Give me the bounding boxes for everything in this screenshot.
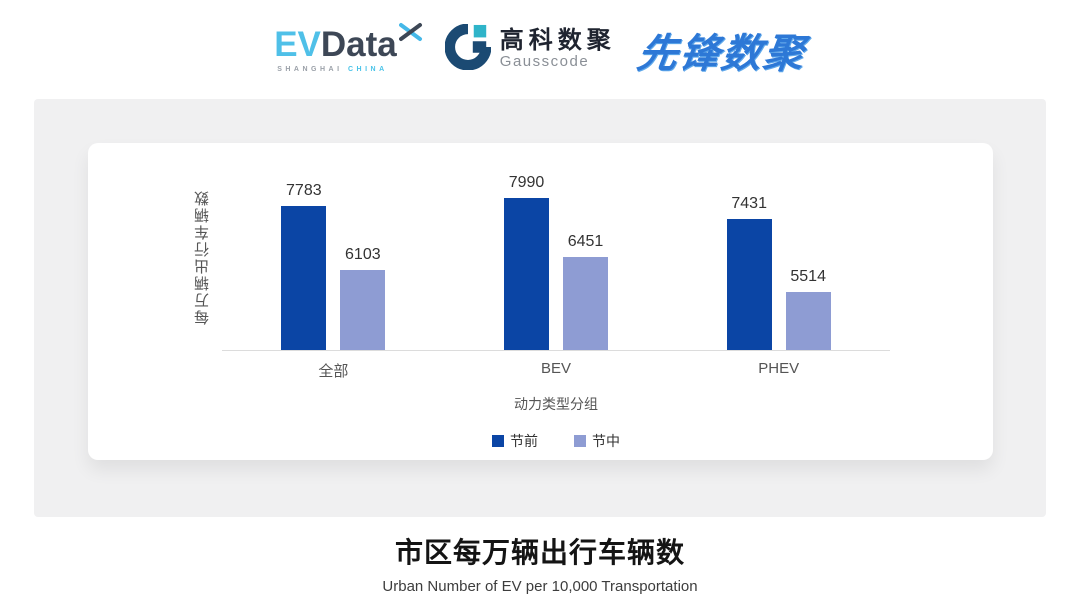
bar-group-BEV: 7990 6451 [445,174,668,350]
y-axis-label: 每万辆出行车辆数 [194,189,211,325]
chart-title: 市区每万辆出行车辆数 [394,537,685,568]
chart-panel: 每万辆出行车辆数 7783 6103 7990 6451 7431 5514 全部 BEV P… [34,99,1046,517]
gausscode-en-text: Gausscode [499,53,590,71]
evdata-x-icon [398,20,423,48]
legend-swatch-icon [492,435,504,447]
bar-value-label: 7990 [508,174,545,191]
legend: 节前 节中 [222,431,890,451]
bar-节前-全部: 7783 [281,182,327,350]
chart-area: 7783 6103 7990 6451 7431 5514 全部 BEV PHEV 动力类型分… [222,143,890,451]
bar-plot: 7783 6103 7990 6451 7431 5514 [222,143,890,351]
bar-group-PHEV: 7431 5514 [667,195,890,350]
header-logo-bar: EV Data SHANGHAI CHINA [0,0,1080,99]
bar-value-label: 5514 [790,268,826,285]
bar-节中-BEV: 6451 [563,233,608,350]
gausscode-cn-text: 高科数聚 [499,27,616,55]
bar-节前-BEV: 7990 [504,174,549,350]
legend-swatch-icon [574,435,586,447]
legend-item-节中: 节中 [574,431,620,451]
chart-subtitle: Urban Number of EV per 10,000 Transporta… [382,578,698,595]
bar-节中-全部: 6103 [340,246,386,350]
evdata-ev-text: EV [274,24,321,64]
category-axis: 全部 BEV PHEV [222,360,890,381]
evdata-subtext: SHANGHAI CHINA [277,65,388,73]
bar-节前-PHEV: 7431 [726,195,772,350]
pioneer-logo: 先锋数聚 [634,31,809,76]
footer: 市区每万辆出行车辆数 Urban Number of EV per 10,000… [0,531,1080,595]
category-label-全部: 全部 [318,363,349,380]
evdata-logo: EV Data SHANGHAI CHINA [274,22,423,73]
bar-value-label: 6451 [567,233,604,250]
bar-value-label: 7431 [731,195,767,212]
legend-label: 节前 [510,433,538,449]
gausscode-logo: 高科数聚 Gausscode [444,23,616,75]
x-axis-label: 动力类型分组 [514,396,598,412]
bar-value-label: 7783 [286,182,322,199]
chart-card: 每万辆出行车辆数 7783 6103 7990 6451 7431 5514 全部 BEV P… [88,143,993,460]
category-label-PHEV: PHEV [758,360,800,377]
gausscode-g-icon [444,23,492,75]
category-label-BEV: BEV [541,360,572,377]
bar-value-label: 6103 [345,246,381,263]
legend-label: 节中 [592,433,620,449]
bar-group-全部: 7783 6103 [222,182,445,350]
evdata-data-text: Data [320,24,397,64]
bar-节中-PHEV: 5514 [785,268,831,350]
legend-item-节前: 节前 [492,431,538,451]
